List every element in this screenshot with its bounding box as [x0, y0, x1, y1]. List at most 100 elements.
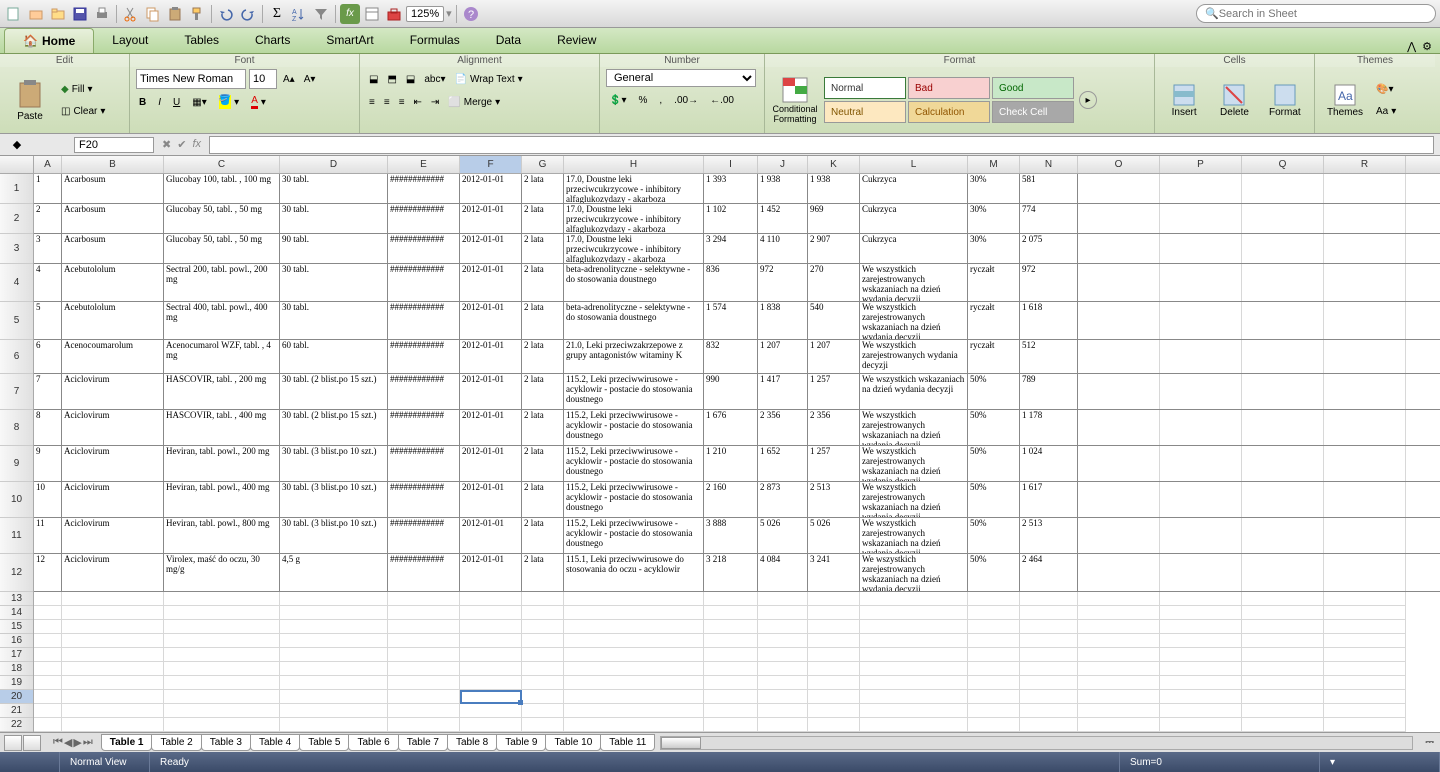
horizontal-scrollbar[interactable]	[660, 736, 1413, 750]
cell[interactable]: 2 873	[758, 482, 808, 517]
cell[interactable]: Glucobay 50, tabl. , 50 mg	[164, 234, 280, 263]
tab-tables[interactable]: Tables	[166, 28, 237, 53]
cell[interactable]	[1078, 302, 1160, 339]
col-header-B[interactable]: B	[62, 156, 164, 173]
cell[interactable]	[34, 606, 62, 620]
cell[interactable]: ############	[388, 204, 460, 233]
cell[interactable]: Heviran, tabl. powl., 800 mg	[164, 518, 280, 553]
cell[interactable]: 1 210	[704, 446, 758, 481]
cell[interactable]: 581	[1020, 174, 1078, 203]
cell[interactable]	[1078, 620, 1160, 634]
cell[interactable]	[34, 662, 62, 676]
sheet-tab[interactable]: Table 2	[151, 734, 201, 751]
cell[interactable]: 2012-01-01	[460, 302, 522, 339]
cell[interactable]: 4 084	[758, 554, 808, 591]
cell[interactable]: 30%	[968, 174, 1020, 203]
cell[interactable]: 6	[34, 340, 62, 373]
cell[interactable]: 2 lata	[522, 302, 564, 339]
cell[interactable]: 1 574	[704, 302, 758, 339]
sheet-tab[interactable]: Table 1	[101, 734, 153, 751]
cell[interactable]	[34, 690, 62, 704]
cell[interactable]: 1 938	[808, 174, 860, 203]
cell[interactable]	[62, 676, 164, 690]
cell[interactable]: 1 938	[758, 174, 808, 203]
row-header[interactable]: 11	[0, 518, 33, 554]
col-header-P[interactable]: P	[1160, 156, 1242, 173]
cell[interactable]	[968, 718, 1020, 732]
cell[interactable]: 30 tabl. (3 blist.po 10 szt.)	[280, 518, 388, 553]
cell[interactable]	[62, 634, 164, 648]
cell[interactable]	[1324, 620, 1406, 634]
cell[interactable]	[758, 592, 808, 606]
cell[interactable]	[460, 690, 522, 704]
row-header[interactable]: 7	[0, 374, 33, 410]
help-icon[interactable]: ?	[461, 4, 481, 24]
cell[interactable]	[62, 606, 164, 620]
cell[interactable]	[1078, 446, 1160, 481]
cell[interactable]	[758, 662, 808, 676]
cell[interactable]	[388, 676, 460, 690]
cell[interactable]	[758, 648, 808, 662]
cell[interactable]	[280, 690, 388, 704]
cell[interactable]: Acenocumarol WZF, tabl. , 4 mg	[164, 340, 280, 373]
theme-fonts-button[interactable]: Aa▾	[1373, 101, 1399, 121]
cell[interactable]	[564, 718, 704, 732]
font-name-input[interactable]	[136, 69, 246, 89]
cell[interactable]	[1324, 446, 1406, 481]
cell[interactable]: 2 907	[808, 234, 860, 263]
cell[interactable]: 3 218	[704, 554, 758, 591]
print-icon[interactable]	[92, 4, 112, 24]
cell[interactable]	[704, 634, 758, 648]
cell[interactable]: 11	[34, 518, 62, 553]
cell[interactable]	[564, 704, 704, 718]
cell[interactable]	[1160, 648, 1242, 662]
cell[interactable]	[1242, 174, 1324, 203]
open-folder-icon[interactable]	[48, 4, 68, 24]
cell[interactable]	[460, 676, 522, 690]
row-header[interactable]: 21	[0, 704, 33, 718]
cell[interactable]: 115.2, Leki przeciwwirusowe - acyklowir …	[564, 446, 704, 481]
row-header[interactable]: 19	[0, 676, 33, 690]
cell[interactable]: 5 026	[758, 518, 808, 553]
cell[interactable]: 115.2, Leki przeciwwirusowe - acyklowir …	[564, 410, 704, 445]
cell[interactable]: 836	[704, 264, 758, 301]
page-layout-view-icon[interactable]	[23, 735, 41, 751]
cell[interactable]	[704, 690, 758, 704]
cell[interactable]: 12	[34, 554, 62, 591]
cell[interactable]	[758, 634, 808, 648]
fx-button-icon[interactable]: fx	[192, 138, 201, 151]
cell[interactable]: 2 lata	[522, 174, 564, 203]
cell[interactable]	[1160, 410, 1242, 445]
show-formulas-icon[interactable]	[362, 4, 382, 24]
merge-button[interactable]: ⬜ Merge ▾	[445, 92, 503, 112]
cell[interactable]	[522, 704, 564, 718]
cell[interactable]	[34, 676, 62, 690]
cell[interactable]	[460, 634, 522, 648]
cut-icon[interactable]	[121, 4, 141, 24]
cell[interactable]	[460, 648, 522, 662]
cell[interactable]: ############	[388, 302, 460, 339]
col-header-H[interactable]: H	[564, 156, 704, 173]
styles-more-icon[interactable]: ▸	[1079, 91, 1097, 109]
col-header-I[interactable]: I	[704, 156, 758, 173]
cell[interactable]: 1 452	[758, 204, 808, 233]
filter-icon[interactable]	[311, 4, 331, 24]
cell[interactable]	[388, 648, 460, 662]
cells-grid[interactable]: 1AcarbosumGlucobay 100, tabl. , 100 mg30…	[34, 174, 1440, 732]
cell[interactable]	[1242, 662, 1324, 676]
cell[interactable]	[388, 592, 460, 606]
cell[interactable]	[1078, 690, 1160, 704]
cell[interactable]: 90 tabl.	[280, 234, 388, 263]
cell[interactable]: 2 lata	[522, 264, 564, 301]
underline-button[interactable]: U	[170, 92, 183, 112]
cell[interactable]: 30 tabl. (2 blist.po 15 szt.)	[280, 374, 388, 409]
cell[interactable]: ############	[388, 518, 460, 553]
style-check[interactable]: Check Cell	[992, 101, 1074, 123]
cell[interactable]: Aciclovirum	[62, 446, 164, 481]
cell[interactable]: 50%	[968, 518, 1020, 553]
cell[interactable]: 30 tabl.	[280, 204, 388, 233]
sheet-tab[interactable]: Table 6	[348, 734, 398, 751]
cell[interactable]: 50%	[968, 554, 1020, 591]
style-neutral[interactable]: Neutral	[824, 101, 906, 123]
cell[interactable]	[1160, 704, 1242, 718]
